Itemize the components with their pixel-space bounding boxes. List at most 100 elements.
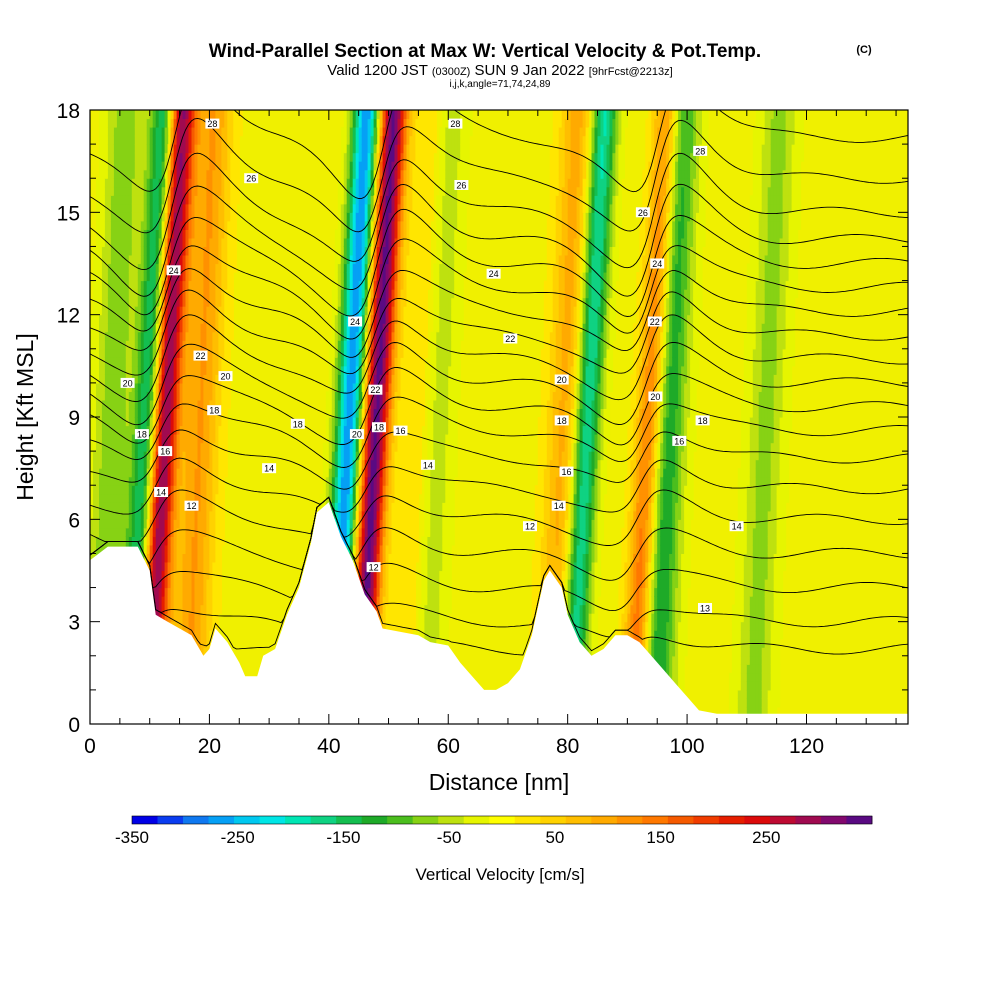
velocity-cell (188, 237, 193, 247)
velocity-cell (215, 127, 219, 137)
velocity-cell (212, 374, 216, 384)
velocity-cell (134, 357, 139, 367)
velocity-cell (185, 425, 190, 435)
velocity-cell (119, 391, 124, 401)
velocity-cell (104, 263, 109, 273)
velocity-cell (188, 544, 193, 554)
velocity-cell (146, 451, 151, 461)
velocity-cell (93, 451, 97, 461)
velocity-cell (128, 459, 133, 469)
velocity-cell (128, 289, 133, 299)
velocity-cell (125, 152, 130, 162)
velocity-cell (134, 203, 139, 213)
velocity-cell (143, 297, 148, 307)
velocity-cell (101, 152, 106, 162)
velocity-cell (152, 553, 157, 563)
velocity-cell (170, 323, 175, 333)
velocity-cell (203, 459, 207, 469)
velocity-cell (209, 596, 213, 606)
velocity-cell (110, 246, 115, 256)
velocity-cell (137, 289, 142, 299)
velocity-cell (116, 306, 121, 316)
velocity-cell (206, 365, 210, 375)
velocity-cell (104, 110, 109, 120)
velocity-cell (194, 493, 199, 503)
velocity-cell (161, 562, 166, 572)
velocity-cell (101, 348, 106, 358)
velocity-cell (161, 476, 166, 486)
velocity-cell (212, 451, 216, 461)
velocity-cell (209, 451, 213, 461)
velocity-cell (140, 544, 145, 554)
velocity-cell (179, 331, 184, 341)
velocity-cell (227, 391, 231, 401)
velocity-cell (182, 272, 187, 282)
velocity-cell (188, 613, 193, 623)
velocity-cell (152, 178, 157, 188)
velocity-cell (116, 186, 121, 196)
velocity-cell (179, 434, 184, 444)
velocity-cell (96, 331, 100, 341)
velocity-cell (191, 536, 196, 546)
velocity-cell (90, 510, 94, 520)
velocity-cell (113, 357, 118, 367)
velocity-cell (215, 553, 219, 563)
velocity-cell (191, 169, 196, 179)
velocity-cell (131, 135, 136, 145)
velocity-cell (182, 169, 187, 179)
velocity-cell (212, 519, 216, 529)
velocity-cell (99, 323, 103, 333)
velocity-cell (173, 203, 178, 213)
velocity-cell (143, 169, 148, 179)
velocity-cell (90, 331, 94, 341)
velocity-cell (185, 468, 190, 478)
velocity-cell (155, 203, 160, 213)
velocity-cell (113, 169, 118, 179)
velocity-cell (197, 365, 202, 375)
velocity-cell (116, 382, 121, 392)
velocity-cell (119, 417, 124, 427)
velocity-cell (209, 365, 213, 375)
velocity-cell (191, 118, 196, 128)
velocity-cell (158, 118, 163, 128)
velocity-cell (116, 263, 121, 273)
velocity-cell (194, 442, 199, 452)
velocity-cell (191, 527, 196, 537)
velocity-cell (167, 289, 172, 299)
velocity-cell (206, 272, 210, 282)
velocity-cell (155, 152, 160, 162)
velocity-cell (90, 553, 94, 563)
velocity-cell (185, 195, 190, 205)
velocity-cell (140, 340, 145, 350)
velocity-cell (128, 365, 133, 375)
velocity-cell (191, 553, 196, 563)
velocity-cell (212, 331, 216, 341)
velocity-cell (99, 357, 103, 367)
velocity-cell (116, 127, 121, 137)
velocity-cell (137, 135, 142, 145)
velocity-cell (93, 306, 97, 316)
velocity-cell (179, 246, 184, 256)
velocity-cell (176, 502, 181, 512)
velocity-cell (119, 118, 124, 128)
velocity-cell (167, 144, 172, 154)
velocity-cell (104, 434, 109, 444)
velocity-cell (116, 391, 121, 401)
velocity-cell (101, 186, 106, 196)
velocity-cell (107, 323, 112, 333)
velocity-cell (134, 220, 139, 230)
velocity-cell (191, 229, 196, 239)
velocity-cell (200, 570, 205, 580)
velocity-cell (188, 186, 193, 196)
velocity-cell (96, 272, 100, 282)
velocity-cell (149, 425, 154, 435)
velocity-cell (173, 152, 178, 162)
velocity-cell (218, 596, 222, 606)
velocity-cell (173, 306, 178, 316)
velocity-cell (149, 374, 154, 384)
velocity-cell (182, 110, 187, 120)
velocity-cell (107, 203, 112, 213)
velocity-cell (170, 331, 175, 341)
velocity-cell (122, 263, 127, 273)
velocity-cell (155, 127, 160, 137)
